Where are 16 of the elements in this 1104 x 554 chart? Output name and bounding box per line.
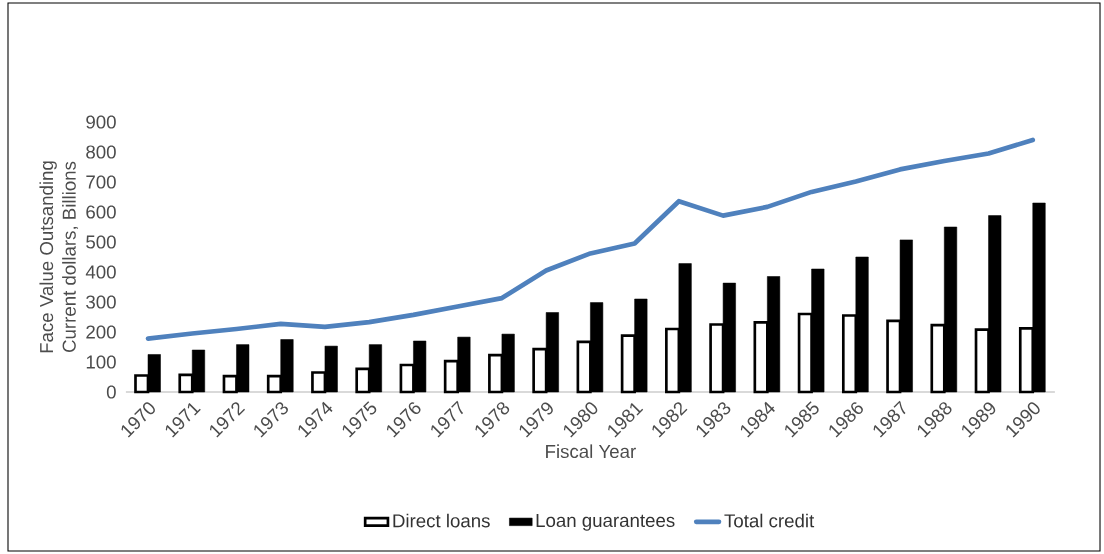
- x-axis-title: Fiscal Year: [546, 444, 636, 459]
- y-tick-label: 600: [86, 205, 116, 219]
- y-tick-label: 100: [86, 355, 116, 369]
- y-tick-label: 300: [86, 295, 116, 309]
- y-tick-label: 500: [86, 235, 116, 249]
- y-tick-label: 800: [86, 145, 116, 159]
- y-tick-label: 0: [106, 385, 116, 399]
- y-tick-label: 200: [86, 325, 116, 339]
- y-tick-label: 900: [86, 115, 116, 129]
- legend-label: Total credit: [724, 513, 815, 528]
- line-series: [145, 137, 1036, 341]
- y-tick-label: 700: [86, 175, 116, 189]
- legend-label: Loan guarantees: [536, 514, 675, 531]
- y-tick-label: 400: [85, 265, 116, 279]
- legend-label: Direct loans: [393, 513, 490, 528]
- y-axis-title: Face Value Outsanding Current dollars, Billions: [39, 161, 79, 353]
